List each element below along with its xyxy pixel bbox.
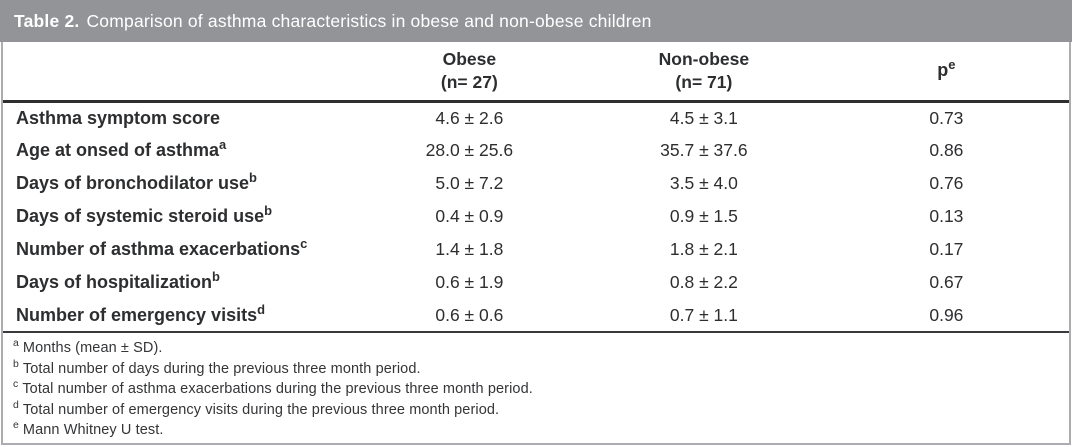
obese-value: 5.0 ± 7.2 [435,173,504,193]
p-value: 0.67 [929,272,964,292]
footnote-line: e Mann Whitney U test. [13,420,1059,441]
column-name: Obese [442,48,497,69]
table-row: Days of bronchodilator useb 5.0 ± 7.2 3.… [3,167,1069,200]
table-title-bar: Table 2. Comparison of asthma characteri… [0,0,1072,42]
column-header-obese: Obese (n= 27) [354,42,584,103]
nonobese-value: 0.7 ± 1.1 [583,299,824,333]
column-name: p [937,60,949,81]
footnote-line: a Months (mean ± SD). [13,338,1059,359]
p-value: 0.73 [929,107,964,128]
column-name: Non-obese [658,48,750,69]
table-row: Days of hospitalizationb 0.6 ± 1.9 0.8 ±… [3,266,1069,299]
nonobese-value: 3.5 ± 4.0 [669,173,738,193]
obese-value: 0.6 ± 0.6 [354,299,584,333]
table-row: Asthma symptom score 4.6 ± 2.6 4.5 ± 3.1… [3,101,1069,134]
row-superscript: b [212,269,220,284]
row-label: Days of bronchodilator useb [16,170,257,193]
row-label: Number of asthma exacerbationsc [16,236,308,259]
footnote-line: b Total number of days during the previou… [13,359,1059,380]
row-label: Asthma symptom score [16,107,221,128]
footnote-text: Total number of days during the previous… [22,360,421,377]
column-n: (n= 71) [675,71,733,92]
footnote-line: d Total number of emergency visits during… [13,400,1059,421]
table-caption: Comparison of asthma characteristics in … [86,10,652,31]
footnote-superscript: e [13,420,19,432]
obese-value: 28.0 ± 25.6 [425,140,514,160]
obese-value: 4.6 ± 2.6 [435,107,504,128]
footnote-text: Mann Whitney U test. [22,422,164,438]
row-superscript: d [257,301,266,317]
footnote-text: Total number of asthma exacerbations dur… [22,381,533,397]
footnote-superscript: c [13,379,19,391]
row-superscript: b [249,170,257,185]
row-label: Days of systemic steroid useb [16,203,273,226]
table-row: Number of asthma exacerbationsc 1.4 ± 1.… [3,233,1069,266]
obese-value: 0.4 ± 0.9 [435,206,504,226]
footnote-superscript: a [13,338,19,350]
nonobese-value: 0.8 ± 2.2 [669,272,738,292]
nonobese-value: 0.9 ± 1.5 [669,206,738,226]
nonobese-value: 35.7 ± 37.6 [660,140,748,160]
nonobese-value: 4.5 ± 3.1 [669,107,738,128]
footnote-superscript: d [13,399,19,411]
row-superscript: b [264,203,273,218]
column-header-nonobese: Non-obese (n= 71) [583,42,824,103]
row-label: Number of emergency visitsd [3,299,355,333]
table-header: Obese (n= 27) Non-obese (n= 71) pe [3,42,1069,103]
empty-header-cell [3,42,355,103]
comparison-table: Obese (n= 27) Non-obese (n= 71) pe Asthm… [3,42,1069,333]
p-value: 0.17 [929,239,964,259]
column-header-p: pe [823,42,1069,103]
footnote-line: c Total number of asthma exacerbations du… [13,379,1059,400]
row-label: Days of hospitalizationb [16,269,220,292]
row-superscript: c [300,236,308,251]
table-number: Table 2. [14,10,80,31]
row-label: Age at onsed of asthmaa [16,137,227,160]
table-row: Days of systemic steroid useb 0.4 ± 0.9 … [3,200,1069,233]
column-superscript: e [948,57,956,73]
footnote-text: Total number of emergency visits during … [22,401,500,418]
table-row: Number of emergency visitsd 0.6 ± 0.6 0.… [3,299,1069,333]
footnote-text: Months (mean ± SD). [22,340,163,356]
column-n: (n= 27) [440,71,498,92]
obese-value: 1.4 ± 1.8 [435,239,504,259]
p-value: 0.76 [929,173,964,193]
p-value: 0.86 [929,140,964,160]
p-value: 0.96 [823,299,1069,333]
row-superscript: a [219,137,227,152]
footnotes: a Months (mean ± SD). b Total number of da… [3,333,1069,445]
p-value: 0.13 [929,206,964,226]
table-panel: Obese (n= 27) Non-obese (n= 71) pe Asthm… [1,42,1071,445]
footnote-superscript: b [13,358,19,370]
table-row: Age at onsed of asthmaa 28.0 ± 25.6 35.7… [3,134,1069,167]
obese-value: 0.6 ± 1.9 [435,272,504,292]
table-body: Asthma symptom score 4.6 ± 2.6 4.5 ± 3.1… [3,101,1069,333]
nonobese-value: 1.8 ± 2.1 [669,239,738,259]
